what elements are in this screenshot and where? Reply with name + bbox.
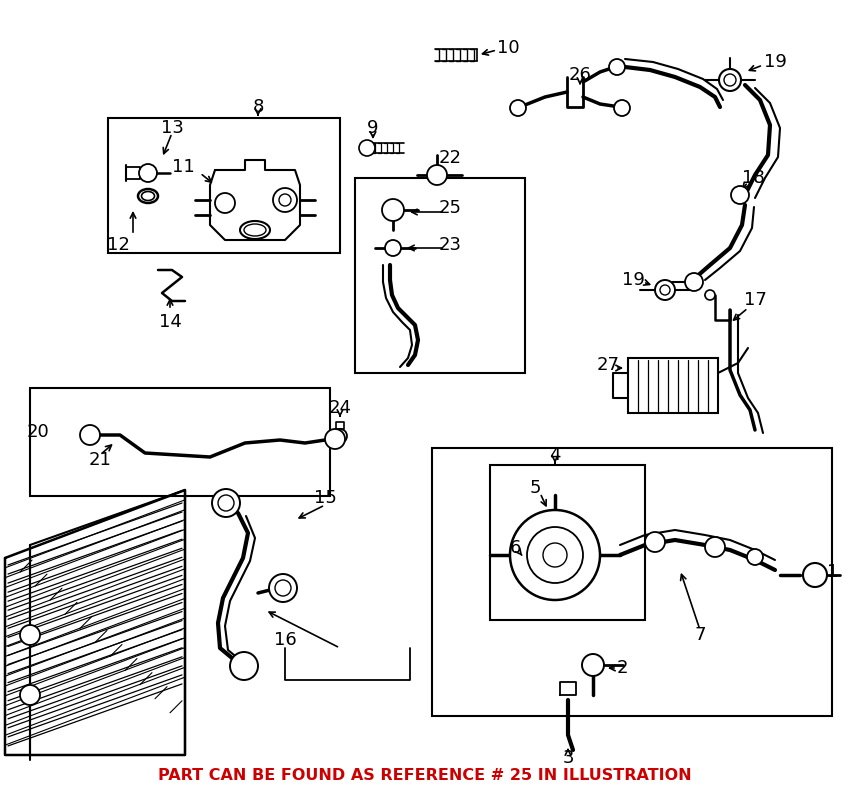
Circle shape [275, 580, 291, 596]
Text: 22: 22 [439, 149, 462, 167]
Bar [30, 388, 330, 496]
Text: 15: 15 [314, 489, 337, 507]
Text: 16: 16 [274, 631, 297, 649]
Circle shape [333, 429, 347, 443]
Circle shape [80, 425, 100, 445]
Circle shape [510, 510, 600, 600]
Text: 19: 19 [621, 271, 644, 289]
Text: 25: 25 [439, 199, 462, 217]
Bar [108, 118, 340, 253]
Circle shape [359, 140, 375, 156]
Text: 5: 5 [530, 479, 541, 497]
Circle shape [20, 685, 40, 705]
Text: 7: 7 [694, 626, 705, 644]
Circle shape [20, 625, 40, 645]
Circle shape [325, 429, 345, 449]
Circle shape [273, 188, 297, 212]
Circle shape [218, 495, 234, 511]
Circle shape [212, 489, 240, 517]
Circle shape [660, 285, 670, 295]
Text: 10: 10 [496, 39, 519, 57]
Text: 4: 4 [549, 446, 561, 464]
Text: 19: 19 [763, 53, 786, 71]
Circle shape [719, 69, 741, 91]
Circle shape [747, 549, 763, 565]
Text: 9: 9 [367, 119, 379, 137]
Text: 1: 1 [827, 563, 839, 581]
Text: 8: 8 [252, 98, 264, 116]
Text: 21: 21 [88, 451, 111, 469]
Circle shape [724, 74, 736, 86]
Circle shape [427, 165, 447, 185]
Circle shape [655, 280, 675, 300]
Text: 26: 26 [569, 66, 592, 84]
Text: 14: 14 [159, 313, 181, 331]
Circle shape [382, 199, 404, 221]
Text: 24: 24 [328, 399, 352, 417]
Text: PART CAN BE FOUND AS REFERENCE # 25 IN ILLUSTRATION: PART CAN BE FOUND AS REFERENCE # 25 IN I… [158, 768, 692, 783]
Circle shape [139, 164, 157, 182]
Ellipse shape [240, 221, 270, 239]
Text: 2: 2 [616, 659, 628, 677]
Circle shape [385, 240, 401, 256]
Circle shape [510, 100, 526, 116]
Text: 11: 11 [172, 158, 195, 176]
Text: 27: 27 [597, 356, 620, 374]
Text: 13: 13 [161, 119, 184, 137]
Text: 12: 12 [106, 236, 129, 254]
Text: 20: 20 [26, 423, 49, 441]
Circle shape [215, 193, 235, 213]
Bar [355, 178, 525, 373]
Text: 6: 6 [509, 539, 521, 557]
Circle shape [803, 563, 827, 587]
Bar [628, 358, 718, 413]
Circle shape [543, 543, 567, 567]
Text: 23: 23 [439, 236, 462, 254]
Circle shape [614, 100, 630, 116]
Circle shape [731, 186, 749, 204]
Text: 17: 17 [744, 291, 767, 309]
Text: 3: 3 [562, 749, 574, 767]
Circle shape [527, 527, 583, 583]
Circle shape [582, 654, 604, 676]
Circle shape [269, 574, 297, 602]
Circle shape [705, 537, 725, 557]
Ellipse shape [244, 224, 266, 236]
Text: 18: 18 [741, 169, 764, 187]
Circle shape [705, 290, 715, 300]
Ellipse shape [138, 189, 158, 203]
Circle shape [609, 59, 625, 75]
Circle shape [279, 194, 291, 206]
Bar [490, 465, 645, 620]
Circle shape [230, 652, 258, 680]
Circle shape [685, 273, 703, 291]
Circle shape [645, 532, 665, 552]
Bar [432, 448, 832, 716]
Ellipse shape [141, 191, 155, 201]
